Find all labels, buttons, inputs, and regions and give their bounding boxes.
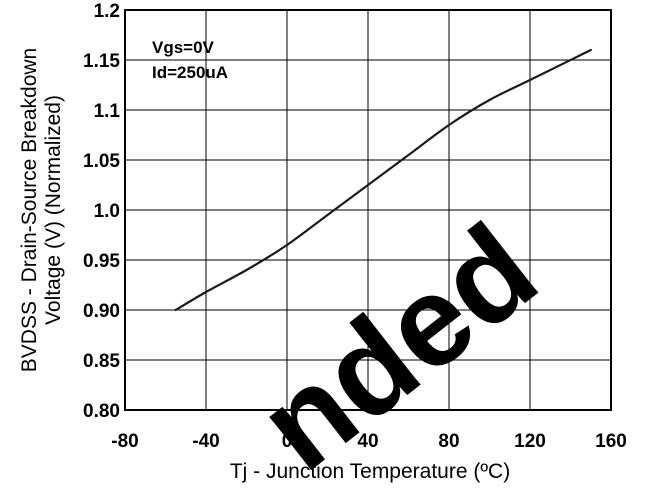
y-tick-label: 1.0 bbox=[94, 201, 120, 222]
y-tick-label: 0.85 bbox=[83, 351, 120, 372]
annotation-id: Id=250uA bbox=[152, 63, 228, 82]
plot-frame bbox=[124, 9, 612, 411]
x-tick-label: 160 bbox=[595, 431, 627, 452]
x-axis: -80 -40 0 40 80 120 160 bbox=[111, 431, 627, 452]
y-tick-label: 1.2 bbox=[94, 1, 120, 22]
y-tick-label: 0.90 bbox=[83, 301, 120, 322]
y-tick-label: 1.05 bbox=[83, 151, 120, 172]
y-axis: 0.80 0.85 0.90 0.95 1.0 1.05 1.1 1.15 1.2 bbox=[83, 1, 120, 422]
x-tick-label: 0 bbox=[282, 431, 293, 452]
x-tick-label: 80 bbox=[438, 431, 459, 452]
annotation-vgs: Vgs=0V bbox=[152, 38, 215, 57]
y-tick-label: 1.15 bbox=[83, 51, 120, 72]
x-tick-label: -80 bbox=[111, 431, 138, 452]
grid bbox=[124, 9, 612, 411]
y-tick-label: 1.1 bbox=[94, 101, 121, 122]
series-line bbox=[174, 48, 592, 312]
x-tick-label: -40 bbox=[192, 431, 219, 452]
x-tick-label: 40 bbox=[357, 431, 378, 452]
y-axis-title-line1: BVDSS - Drain-Source Breakdown bbox=[18, 48, 41, 372]
x-axis-title: Tj - Junction Temperature (ºC) bbox=[230, 460, 510, 483]
y-axis-title-line2: Voltage (V) (Normalized) bbox=[42, 95, 65, 325]
watermark-text: nded bbox=[233, 197, 562, 490]
y-tick-label: 0.80 bbox=[83, 401, 120, 422]
x-tick-label: 120 bbox=[514, 431, 546, 452]
y-tick-label: 0.95 bbox=[83, 251, 120, 272]
